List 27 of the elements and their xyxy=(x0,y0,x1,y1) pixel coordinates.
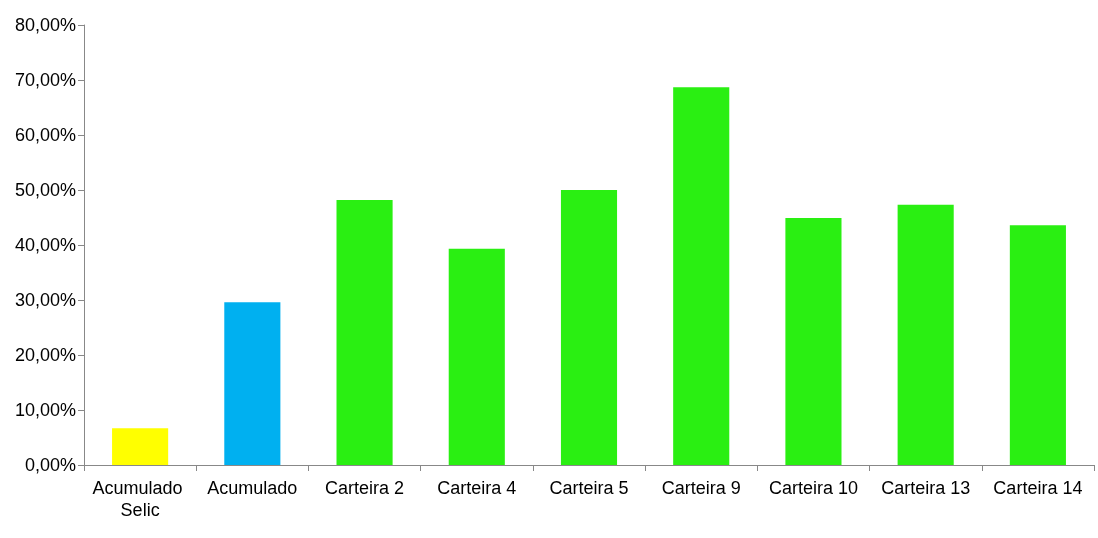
x-tick-label: Acumulado xyxy=(207,478,298,498)
bar xyxy=(224,302,281,465)
y-tick-label: 0,00% xyxy=(24,455,76,475)
bar xyxy=(1009,225,1066,465)
x-tick-label: Carteira 14 xyxy=(993,478,1083,498)
bar xyxy=(785,218,842,465)
y-tick-label: 70,00% xyxy=(14,70,76,90)
y-tick-label: 40,00% xyxy=(14,235,76,255)
x-tick-label: Carteira 13 xyxy=(881,478,971,498)
bar xyxy=(336,199,393,465)
x-tick-label: Carteira 5 xyxy=(549,478,629,498)
bar xyxy=(112,428,169,465)
y-tick-label: 10,00% xyxy=(14,400,76,420)
x-tick-label: Carteira 9 xyxy=(661,478,741,498)
x-tick-label: Carteira 10 xyxy=(768,478,858,498)
y-tick-label: 60,00% xyxy=(14,125,76,145)
bar xyxy=(448,248,505,465)
bar xyxy=(673,87,730,465)
bar xyxy=(560,190,618,465)
x-tick-label: Acumulado Selic xyxy=(92,478,188,520)
y-tick-label: 30,00% xyxy=(14,290,76,310)
x-tick-label: Carteira 4 xyxy=(437,478,517,498)
y-tick-label: 80,00% xyxy=(14,15,76,35)
y-tick-label: 20,00% xyxy=(14,345,76,365)
x-tick-label: Carteira 2 xyxy=(325,478,405,498)
y-tick-label: 50,00% xyxy=(14,180,76,200)
bar xyxy=(897,204,954,465)
